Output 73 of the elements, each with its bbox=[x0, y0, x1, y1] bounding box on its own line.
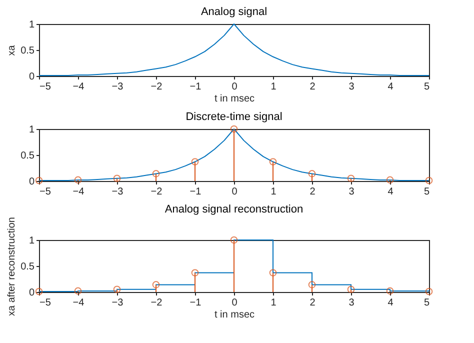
chart-title: Analog signal bbox=[200, 6, 268, 18]
x-tick-label: −1 bbox=[190, 82, 202, 92]
x-tick-label: 5 bbox=[424, 298, 430, 308]
chart-title: Analog signal reconstruction bbox=[164, 204, 304, 216]
x-tick-label: −2 bbox=[150, 82, 163, 92]
x-tick-label: 2 bbox=[310, 82, 316, 92]
point bbox=[191, 158, 199, 166]
point bbox=[308, 170, 316, 178]
point bbox=[347, 174, 355, 182]
line-series bbox=[38, 128, 430, 181]
x-tick-label: 3 bbox=[348, 82, 355, 92]
point bbox=[35, 288, 43, 296]
x-tick-label: −4 bbox=[72, 82, 85, 92]
point bbox=[74, 176, 82, 184]
point bbox=[386, 287, 394, 295]
y-axis-title: xa bbox=[6, 44, 18, 56]
x-tick-label: 0 bbox=[232, 186, 238, 198]
x-tick-label: 4 bbox=[388, 298, 394, 308]
point bbox=[230, 236, 238, 244]
chart-title: Discrete-time signal bbox=[186, 110, 282, 123]
y-tick-label: 0 bbox=[28, 176, 35, 188]
y-tick-label: 0.5 bbox=[20, 150, 35, 162]
point bbox=[425, 288, 433, 296]
point bbox=[269, 269, 277, 276]
x-tick-label: 3 bbox=[348, 186, 355, 198]
x-tick-label: −3 bbox=[112, 82, 124, 92]
x-tick-label: 4 bbox=[388, 82, 394, 92]
x-tick-label: −2 bbox=[150, 186, 163, 198]
x-tick-label: 0 bbox=[232, 298, 238, 308]
x-tick-label: 1 bbox=[270, 186, 277, 198]
point bbox=[191, 269, 199, 276]
y-tick-label: 1 bbox=[28, 236, 35, 246]
x-axis-title: t in msec bbox=[214, 94, 255, 104]
y-tick-label: 1 bbox=[28, 124, 35, 136]
point bbox=[386, 176, 394, 184]
y-tick-label: 1 bbox=[28, 20, 35, 30]
x-axis-title: t in msec bbox=[214, 310, 255, 320]
x-tick-label: −5 bbox=[40, 186, 52, 198]
x-tick-label: 2 bbox=[310, 298, 316, 308]
y-tick-label: 0 bbox=[28, 72, 35, 82]
x-tick-label: −3 bbox=[112, 186, 124, 198]
x-tick-label: 4 bbox=[388, 186, 394, 198]
x-tick-label: 2 bbox=[310, 186, 316, 198]
x-tick-label: 3 bbox=[348, 298, 355, 308]
point bbox=[35, 176, 43, 184]
x-tick-label: −5 bbox=[40, 82, 52, 92]
y-tick-label: 0.5 bbox=[20, 46, 35, 56]
y-tick-label: 0.5 bbox=[20, 262, 35, 272]
point bbox=[425, 176, 433, 184]
point bbox=[308, 281, 316, 288]
y-tick-label: 0 bbox=[28, 288, 35, 298]
x-tick-label: 0 bbox=[232, 82, 238, 92]
x-tick-label: 1 bbox=[270, 298, 277, 308]
x-tick-label: −1 bbox=[190, 186, 202, 198]
point bbox=[269, 158, 277, 166]
x-tick-label: −4 bbox=[72, 298, 85, 308]
point bbox=[113, 286, 121, 294]
x-tick-label: −1 bbox=[190, 298, 202, 308]
x-tick-label: −4 bbox=[72, 186, 85, 198]
line-series bbox=[38, 24, 430, 76]
point bbox=[230, 125, 238, 133]
x-tick-label: 5 bbox=[424, 82, 430, 92]
y-axis-title: xa after reconstruction bbox=[6, 217, 18, 316]
x-tick-label: 1 bbox=[270, 82, 277, 92]
x-tick-label: 5 bbox=[424, 186, 430, 198]
point bbox=[347, 286, 355, 294]
point bbox=[74, 287, 82, 295]
point bbox=[152, 281, 160, 288]
x-tick-label: −5 bbox=[40, 298, 52, 308]
point bbox=[113, 174, 121, 182]
x-tick-label: −2 bbox=[150, 298, 163, 308]
x-tick-label: −3 bbox=[112, 298, 124, 308]
point bbox=[152, 170, 160, 178]
